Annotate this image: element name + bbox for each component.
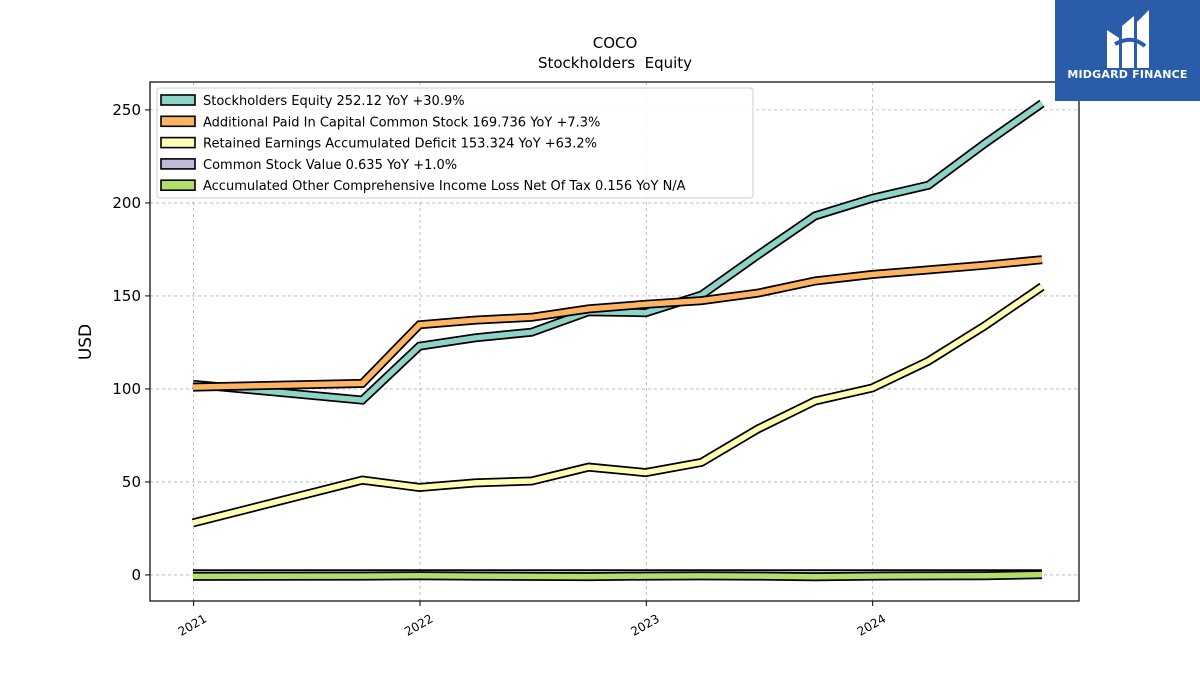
logo-mark-icon xyxy=(1107,10,1149,68)
series-lines xyxy=(191,99,1045,582)
series-line-fill xyxy=(192,284,1044,526)
legend-label: Stockholders Equity 252.12 YoY +30.9% xyxy=(203,94,465,109)
x-tick-label: 2022 xyxy=(402,611,435,638)
y-tick-label: 50 xyxy=(122,473,141,491)
series-line-outline xyxy=(191,282,1045,528)
y-axis: 0 50 100 150 200 250 xyxy=(112,101,150,584)
chart-title: COCO xyxy=(593,34,638,52)
x-axis: 2021 2022 2023 2024 xyxy=(176,601,888,639)
chart-subtitle: Stockholders Equity xyxy=(538,54,692,72)
x-tick-label: 2021 xyxy=(176,611,209,638)
series-line-fill xyxy=(192,256,1043,390)
series-line xyxy=(191,282,1045,528)
series-line-fill xyxy=(192,571,1043,580)
logo-text: MIDGARD FINANCE xyxy=(1067,68,1188,81)
legend-label: Retained Earnings Accumulated Deficit 15… xyxy=(203,137,597,152)
y-tick-label: 250 xyxy=(112,101,141,119)
midgard-finance-logo: MIDGARD FINANCE xyxy=(1055,0,1200,101)
legend-label: Accumulated Other Comprehensive Income L… xyxy=(203,179,686,194)
y-axis-label: USD xyxy=(76,324,96,360)
y-tick-label: 0 xyxy=(131,566,141,584)
x-tick-label: 2023 xyxy=(628,611,661,638)
x-tick-label: 2024 xyxy=(855,611,888,638)
legend-label: Additional Paid In Capital Common Stock … xyxy=(203,115,600,130)
legend-swatch xyxy=(160,94,196,106)
legend-swatch xyxy=(160,115,196,128)
legend-swatch xyxy=(160,158,196,170)
legend-box xyxy=(156,87,754,199)
y-tick-label: 150 xyxy=(112,287,141,305)
series-line xyxy=(192,255,1043,392)
legend-label: Common Stock Value 0.635 YoY +1.0% xyxy=(203,158,457,173)
series-line xyxy=(192,570,1043,582)
legend: Stockholders Equity 252.12 YoY +30.9% Add… xyxy=(156,87,754,199)
y-tick-label: 100 xyxy=(112,380,141,398)
plot-frame xyxy=(149,81,1080,602)
legend-swatch xyxy=(160,136,196,149)
y-tick-label: 200 xyxy=(112,194,141,212)
legend-swatch xyxy=(160,179,196,191)
